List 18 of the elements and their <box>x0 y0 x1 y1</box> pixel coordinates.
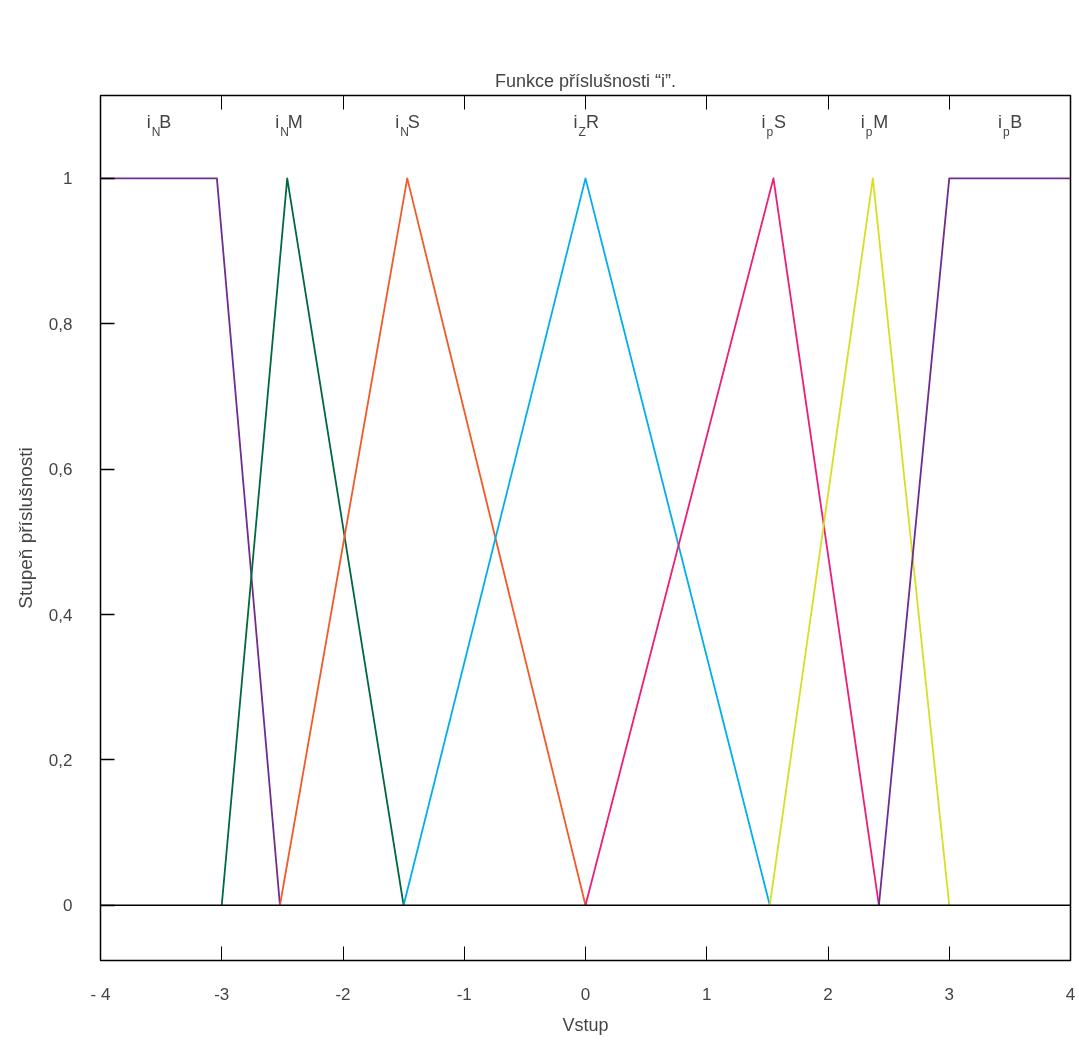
x-axis-title: Vstup <box>562 1014 609 1035</box>
x-tick-label: - 4 <box>90 984 111 1004</box>
y-tick-label: 1 <box>63 169 73 189</box>
y-tick-label: 0,8 <box>48 314 73 334</box>
y-tick-label: 0,4 <box>48 605 73 625</box>
x-tick-label: -1 <box>456 984 472 1004</box>
x-tick-label: 1 <box>702 984 712 1004</box>
x-tick-label: -2 <box>335 984 351 1004</box>
x-tick-label: -3 <box>214 984 230 1004</box>
x-tick-label: 2 <box>823 984 833 1004</box>
chart-title: Funkce příslušnosti “i”. <box>494 70 677 91</box>
y-tick-label: 0,6 <box>48 460 73 480</box>
x-tick-label: 4 <box>1065 984 1076 1004</box>
y-tick-label: 0,2 <box>48 750 73 770</box>
y-axis-title: Stupeň příslušnosti <box>14 447 36 609</box>
y-tick-label: 0 <box>63 896 73 916</box>
x-tick-label: 0 <box>580 984 591 1004</box>
x-tick-label: 3 <box>944 984 954 1004</box>
